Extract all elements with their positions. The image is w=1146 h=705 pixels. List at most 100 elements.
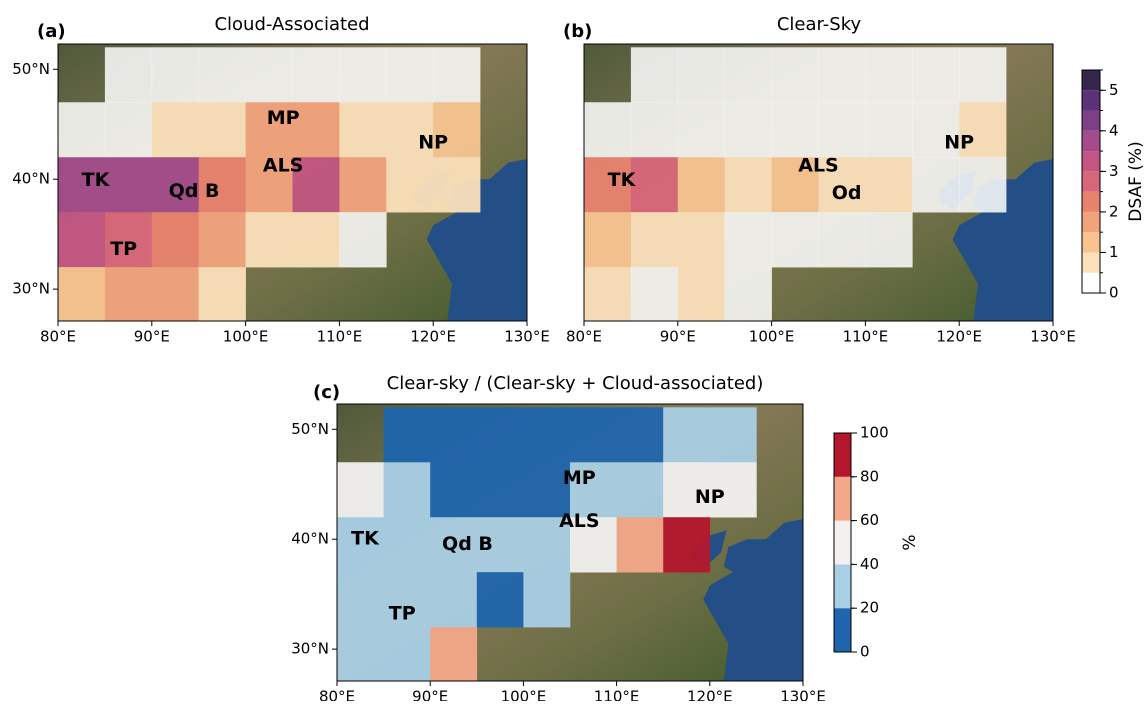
colorbar-bin: [1082, 232, 1100, 252]
y-tick-label: 40°N: [12, 170, 50, 188]
colorbar-tick-label: 0: [860, 643, 870, 661]
colorbar-tick-label: 100: [860, 424, 889, 442]
grid-cell: [339, 47, 386, 102]
colorbar-bin: [1082, 131, 1100, 151]
region-label: NP: [695, 486, 725, 508]
grid-cell: [725, 157, 772, 212]
grid-cell: [725, 102, 772, 157]
grid-cell: [631, 267, 678, 322]
grid-cell: [725, 212, 772, 267]
grid-cell: [105, 102, 152, 157]
colorbar-bin: [1082, 192, 1100, 212]
y-tick-label: 50°N: [12, 60, 50, 78]
x-tick-label: 80°E: [566, 328, 602, 346]
colorbar-bin: [1082, 70, 1100, 90]
colorbar-bin: [1082, 111, 1100, 131]
panel-label: (b): [563, 21, 592, 42]
colorbar-tick-label: 0: [1109, 284, 1119, 302]
colorbar-tick-label: 60: [860, 511, 879, 529]
grid-cell: [570, 407, 617, 462]
map: [58, 44, 536, 322]
colorbar-bin: [1082, 252, 1100, 272]
colorbar-bin: [834, 521, 851, 565]
region-label: TK: [82, 169, 111, 191]
grid-cell: [105, 47, 152, 102]
panel-label: (c): [313, 382, 340, 403]
grid-cell: [663, 407, 710, 462]
grid-cell: [152, 47, 199, 102]
region-label: ALS: [263, 155, 304, 177]
grid-cell: [152, 267, 199, 322]
region-label: ALS: [798, 155, 839, 177]
grid-cell: [58, 212, 105, 267]
grid-cell: [384, 627, 431, 682]
region-label: TP: [110, 238, 137, 260]
grid-cell: [631, 47, 678, 102]
x-tick-label: 110°E: [317, 328, 363, 346]
region-label: TK: [608, 169, 637, 191]
grid-cell: [819, 102, 866, 157]
map: [584, 44, 1062, 322]
grid-cell: [293, 212, 340, 267]
grid-cell: [246, 47, 293, 102]
colorbar-label: %: [900, 534, 920, 550]
region-label: ALS: [559, 510, 600, 532]
grid-cell: [433, 157, 480, 212]
grid-cell: [58, 102, 105, 157]
x-tick-label: 110°E: [843, 328, 889, 346]
grid-cell: [678, 212, 725, 267]
colorbar-bin: [1082, 273, 1100, 293]
grid-cell: [477, 407, 524, 462]
y-tick-label: 50°N: [291, 420, 329, 438]
x-tick-label: 100°E: [501, 688, 547, 702]
colorbar-bin: [834, 477, 851, 521]
colorbar-tick-label: 2: [1109, 202, 1119, 220]
colorbar-bin: [834, 564, 851, 608]
colorbar-tick-label: 40: [860, 555, 879, 573]
x-tick-label: 110°E: [594, 688, 640, 702]
region-label: MP: [267, 107, 300, 129]
grid-cell: [58, 267, 105, 322]
grid-cell: [523, 407, 570, 462]
grid-cell: [246, 212, 293, 267]
region-label: Od: [832, 182, 862, 204]
grid-cell: [384, 462, 431, 517]
x-tick-label: 90°E: [134, 328, 170, 346]
grid-cell: [430, 572, 477, 627]
region-label: NP: [418, 131, 448, 153]
grid-cell: [678, 267, 725, 322]
colorbar-bin: [834, 433, 851, 477]
grid-cell: [199, 267, 246, 322]
colorbar-tick-label: 1: [1109, 243, 1119, 261]
grid-cell: [384, 517, 431, 572]
grid-cell: [477, 572, 524, 627]
grid-cell: [772, 47, 819, 102]
colorbar-tick-label: 5: [1109, 81, 1119, 99]
grid-cell: [725, 47, 772, 102]
x-tick-label: 100°E: [223, 328, 269, 346]
grid-cell: [617, 517, 664, 572]
grid-cell: [339, 157, 386, 212]
grid-cell: [678, 102, 725, 157]
x-tick-label: 120°E: [687, 688, 733, 702]
panel-title: Clear-sky / (Clear-sky + Cloud-associate…: [387, 373, 764, 394]
region-label: NP: [944, 131, 974, 153]
x-tick-label: 120°E: [936, 328, 982, 346]
colorbar-bin: [1082, 151, 1100, 171]
figure: 80°E 90°E 100°E 110°E 120°E 130°E 30°N 40°N 50°N…: [0, 0, 1146, 701]
grid-cell: [865, 212, 912, 267]
colorbar-label: DSAF (%): [1126, 141, 1146, 221]
grid-cell: [337, 462, 384, 517]
grid-cell: [912, 47, 959, 102]
grid-cell: [819, 212, 866, 267]
colorbar-bin: [834, 608, 851, 652]
grid-cell: [433, 47, 480, 102]
grid-cell: [772, 212, 819, 267]
grid-cell: [865, 157, 912, 212]
grid-cell: [384, 407, 431, 462]
y-tick-label: 30°N: [12, 280, 50, 298]
x-tick-label: 130°E: [1030, 328, 1076, 346]
region-label: Qd B: [442, 533, 493, 555]
grid-cell: [199, 212, 246, 267]
grid-cell: [430, 627, 477, 682]
